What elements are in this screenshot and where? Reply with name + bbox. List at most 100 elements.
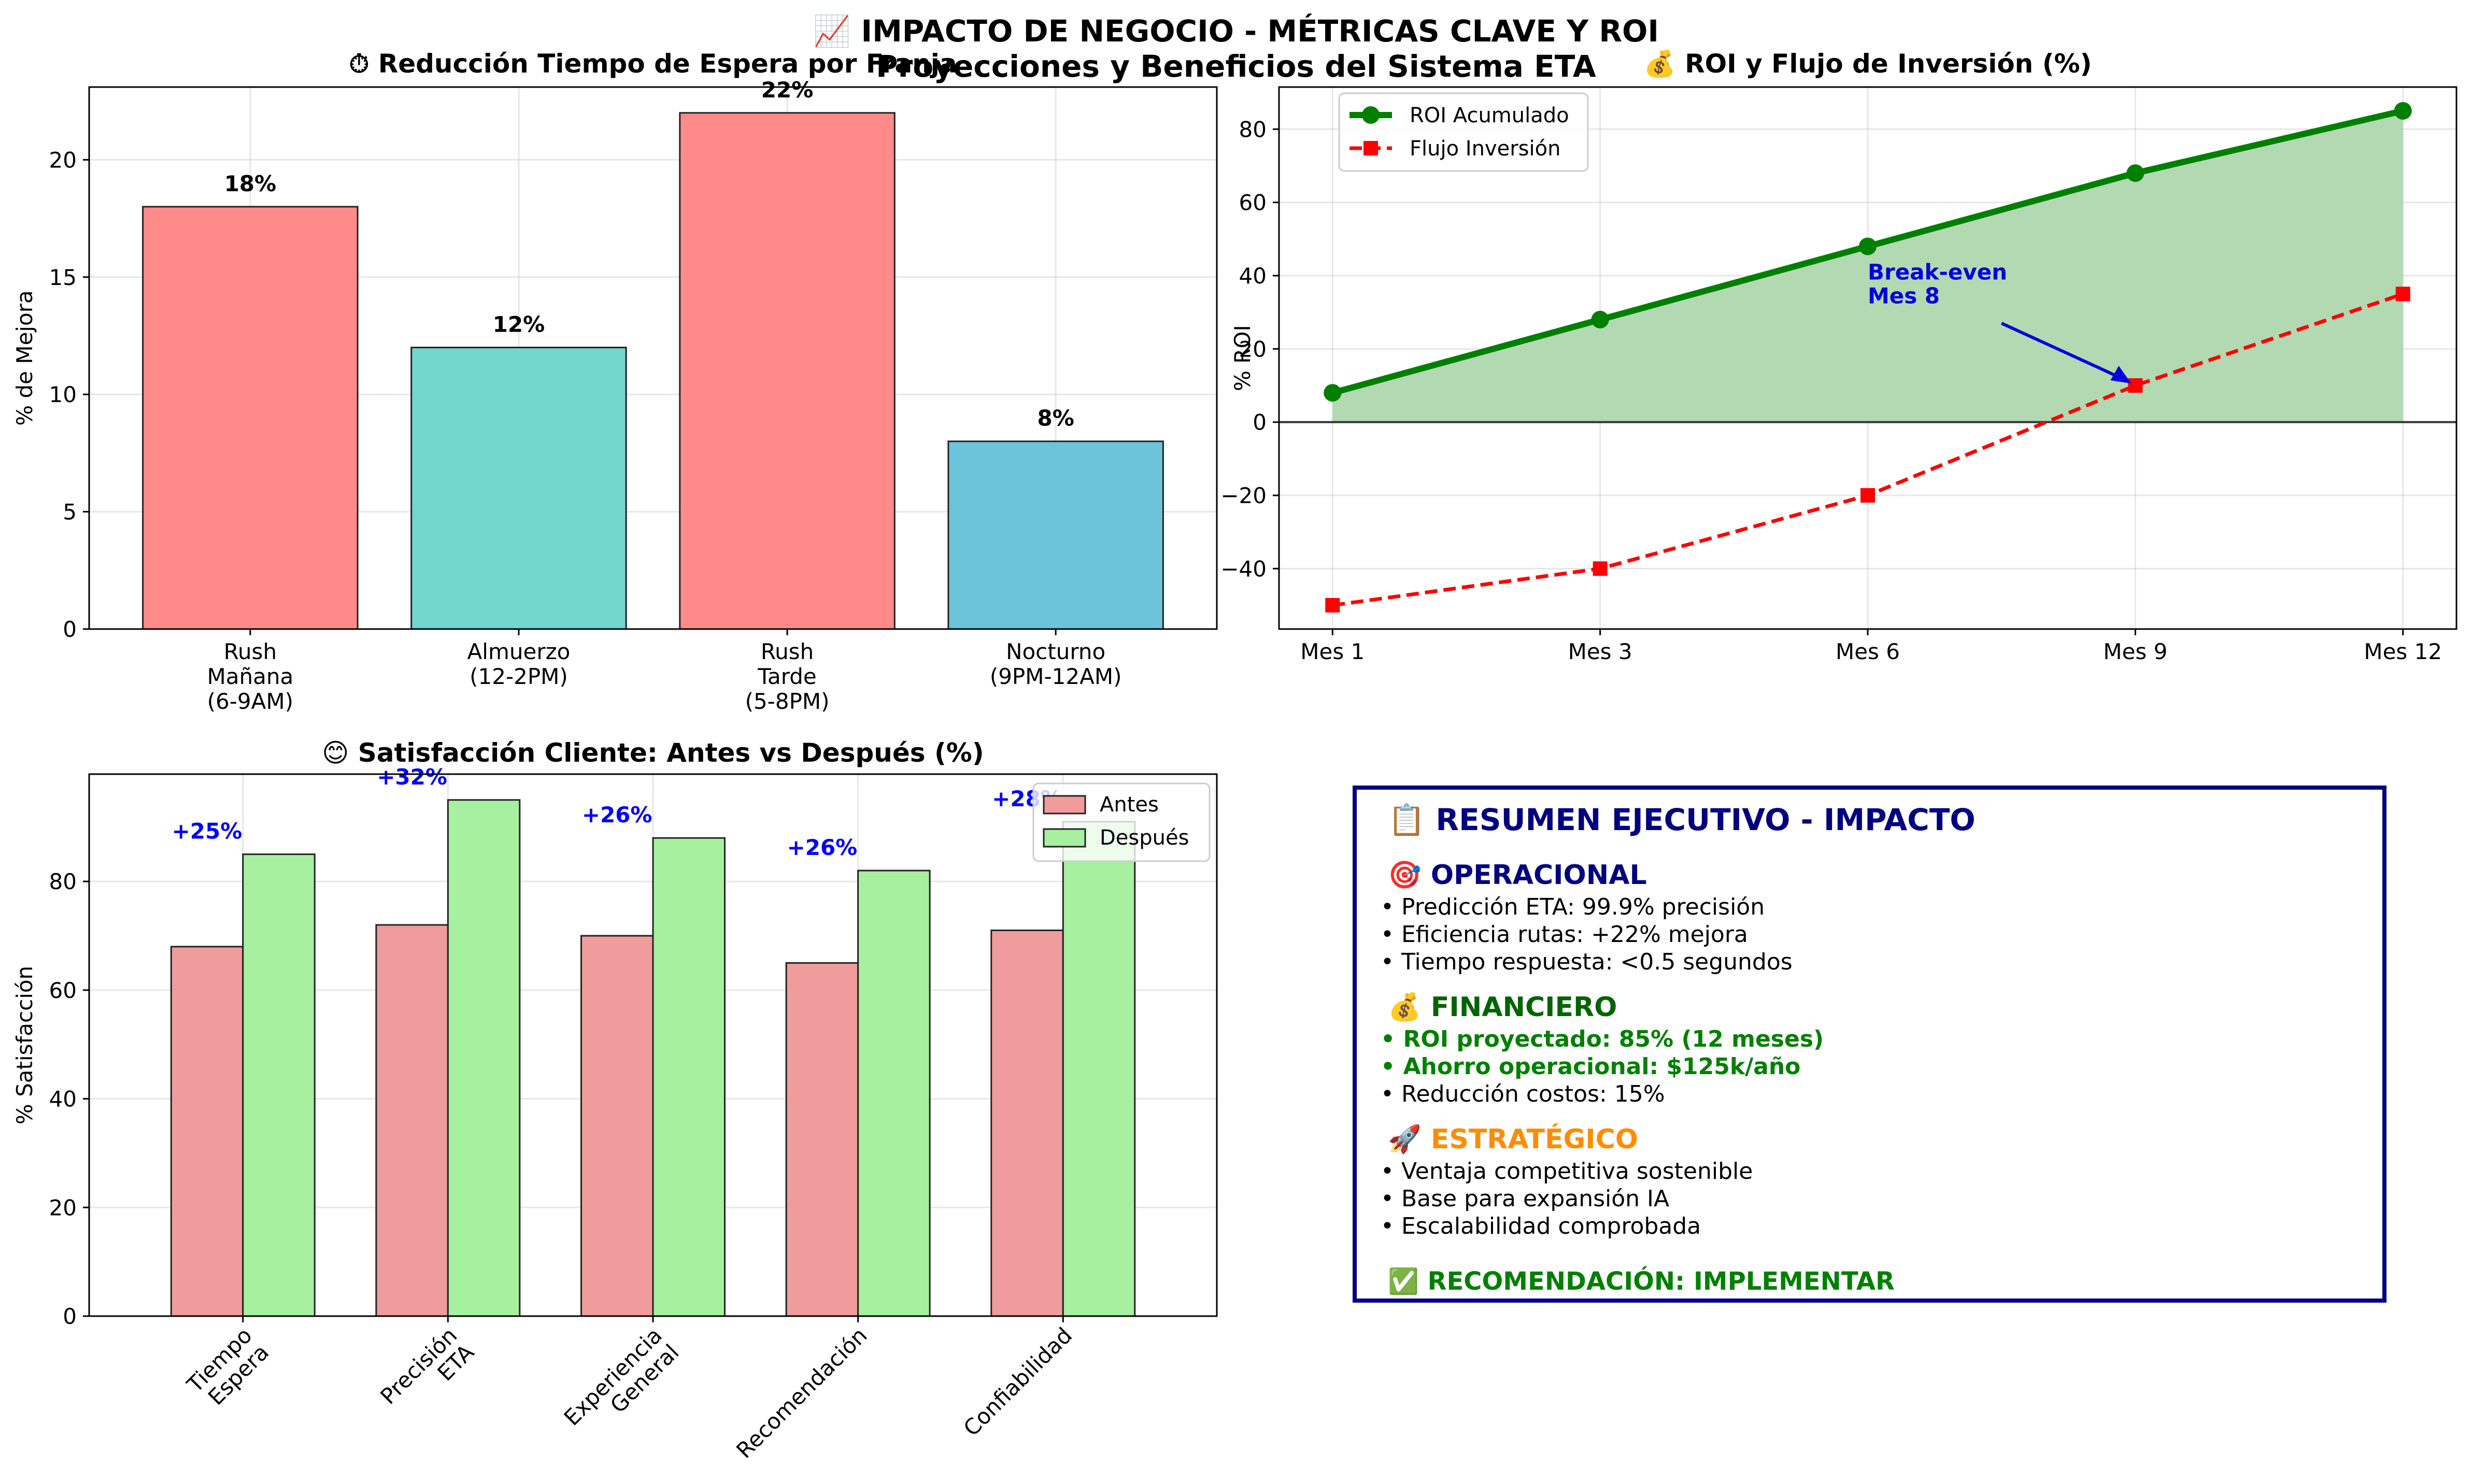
improvement-label: +26% [787, 835, 858, 860]
bar [990, 929, 1064, 1317]
summary-section-operacional: 🎯 OPERACIONAL • Predicción ETA: 99.9% pr… [1381, 857, 2382, 976]
legend: ROI Acumulado Flujo Inversión [1338, 92, 1589, 172]
y-tick-label: 0 [63, 1304, 77, 1329]
summary-item: • Ventaja competitiva sostenible [1381, 1158, 1753, 1185]
y-tick-label: 60 [1239, 190, 1267, 216]
x-tick-label: Mes 6 [1836, 639, 1900, 664]
data-point [2395, 287, 2410, 302]
x-tick-label: Almuerzo (12-2PM) [467, 639, 571, 689]
bar [857, 869, 931, 1317]
bar [142, 206, 359, 630]
legend-entry: Después [1100, 826, 1189, 850]
chart-title: ⏱ Reducción Tiempo de Espera por Franja [349, 49, 957, 79]
y-tick-label: 15 [49, 265, 77, 290]
chart-title: 💰 ROI y Flujo de Inversión (%) [1644, 49, 2092, 79]
x-tick-label: Mes 3 [1568, 639, 1632, 664]
data-point [1325, 598, 1340, 613]
y-tick-label: −20 [1220, 483, 1267, 508]
summary-title: 📋 RESUMEN EJECUTIVO - IMPACTO [1388, 802, 1976, 837]
figure-title: 📈 IMPACTO DE NEGOCIO - MÉTRICAS CLAVE Y … [813, 13, 1659, 49]
y-tick-label: 20 [49, 147, 77, 173]
improvement-label: +32% [377, 764, 447, 790]
bar [447, 799, 521, 1317]
figure-subtitle: Proyecciones y Beneficios del Sistema ET… [876, 49, 1596, 84]
y-tick-label: 5 [63, 500, 77, 525]
data-point [1593, 561, 1608, 576]
bar [652, 837, 726, 1317]
bar [947, 440, 1164, 630]
legend-swatch [1043, 828, 1086, 848]
summary-item: • ROI proyectado: 85% (12 meses) [1381, 1026, 1824, 1052]
roi-area-fill [1332, 110, 2403, 422]
x-tick-label: Mes 12 [2364, 639, 2442, 664]
y-tick-label: 20 [1239, 336, 1267, 362]
section-heading-estrategico: 🚀 ESTRATÉGICO [1388, 1124, 1638, 1155]
x-tick-label: Nocturno (9PM-12AM) [990, 639, 1122, 689]
bar [375, 924, 449, 1317]
summary-recommendation: ✅ RECOMENDACIÓN: IMPLEMENTAR [1388, 1267, 1895, 1296]
summary-section-estrategico: 🚀 ESTRATÉGICO • Ventaja competitiva sost… [1381, 1121, 2382, 1240]
y-tick-label: 20 [49, 1195, 77, 1220]
summary-item: • Reducción costos: 15% [1381, 1081, 1665, 1107]
y-tick-label: 40 [1239, 263, 1267, 289]
axes-frame [88, 773, 1218, 1317]
executive-summary-box: 📋 RESUMEN EJECUTIVO - IMPACTO 🎯 OPERACIO… [1353, 786, 2386, 1303]
y-tick-label: −40 [1220, 556, 1267, 581]
summary-section-financiero: 💰 FINANCIERO • ROI proyectado: 85% (12 m… [1381, 989, 2382, 1108]
legend-entry: ROI Acumulado [1410, 104, 1569, 127]
summary-item: • Escalabilidad comprobada [1381, 1213, 1701, 1239]
legend-entry: Antes [1100, 793, 1159, 817]
improvement-label: +25% [172, 819, 243, 844]
summary-item: • Eficiencia rutas: +22% mejora [1381, 921, 1748, 948]
x-tick-label: TiempoEspera [182, 1322, 274, 1415]
data-point [2126, 164, 2144, 182]
y-axis-label: % de Mejora [12, 290, 37, 426]
summary-item: • Ahorro operacional: $125k/año [1381, 1053, 1801, 1080]
bar [242, 853, 316, 1317]
summary-item: • Base para expansión IA [1381, 1186, 1670, 1212]
y-tick-label: 0 [63, 617, 77, 642]
section-heading-operacional: 🎯 OPERACIONAL [1388, 860, 1647, 891]
x-tick-label: ExperienciaGeneral [559, 1322, 684, 1447]
roi-chart: Break-even Mes 8 Mes 1 Mes 3 Mes 6 Mes 9 Mes 1… [1220, 49, 2457, 664]
summary-item: • Tiempo respuesta: <0.5 segundos [1381, 949, 1793, 975]
y-axis-label: % Satisfacción [12, 966, 37, 1124]
annotation-arrow [2000, 322, 2125, 381]
y-tick-label: 0 [1253, 410, 1267, 435]
bar-value-label: 18% [224, 171, 277, 196]
section-heading-financiero: 💰 FINANCIERO [1388, 992, 1617, 1023]
bar-value-label: 8% [1037, 406, 1074, 431]
data-point [1859, 237, 1877, 255]
legend-frame [1338, 92, 1589, 172]
bar [679, 112, 896, 630]
legend: Antes Después [1032, 782, 1211, 862]
data-point [1591, 310, 1609, 329]
x-tick-label: Rush Tarde (5-8PM) [745, 639, 830, 714]
y-axis-label: % ROI [1230, 325, 1255, 391]
bar [580, 935, 654, 1317]
x-tick-label: Mes 9 [2103, 639, 2167, 664]
y-tick-label: 40 [49, 1087, 77, 1112]
bar-value-label: 22% [761, 77, 814, 103]
y-tick-label: 80 [49, 869, 77, 894]
annotation-arrowhead [2110, 366, 2132, 384]
data-point [1324, 384, 1342, 402]
y-tick-label: 10 [49, 382, 77, 407]
bar-value-label: 12% [493, 312, 545, 337]
bar [170, 946, 244, 1317]
bar [785, 962, 859, 1317]
x-tick-label: PrecisiónETA [375, 1322, 479, 1426]
improvement-label: +26% [582, 802, 652, 827]
legend-marker [1363, 141, 1378, 155]
chart-title: 😊 Satisfacción Cliente: Antes vs Después… [322, 738, 984, 768]
legend-swatch [1043, 795, 1086, 815]
data-point [2394, 102, 2412, 120]
annotation-text: Break-even Mes 8 [1868, 259, 2007, 308]
x-tick-label: Recomendación [731, 1322, 872, 1463]
bar [1062, 821, 1136, 1317]
x-tick-label: Rush Mañana (6-9AM) [207, 639, 294, 714]
x-tick-label: Confiabilidad [959, 1322, 1077, 1441]
satisfaction-chart: +25% TiempoEspera +32% PrecisiónETA +26% Expe… [12, 738, 1218, 1463]
y-tick-label: 60 [49, 978, 77, 1003]
